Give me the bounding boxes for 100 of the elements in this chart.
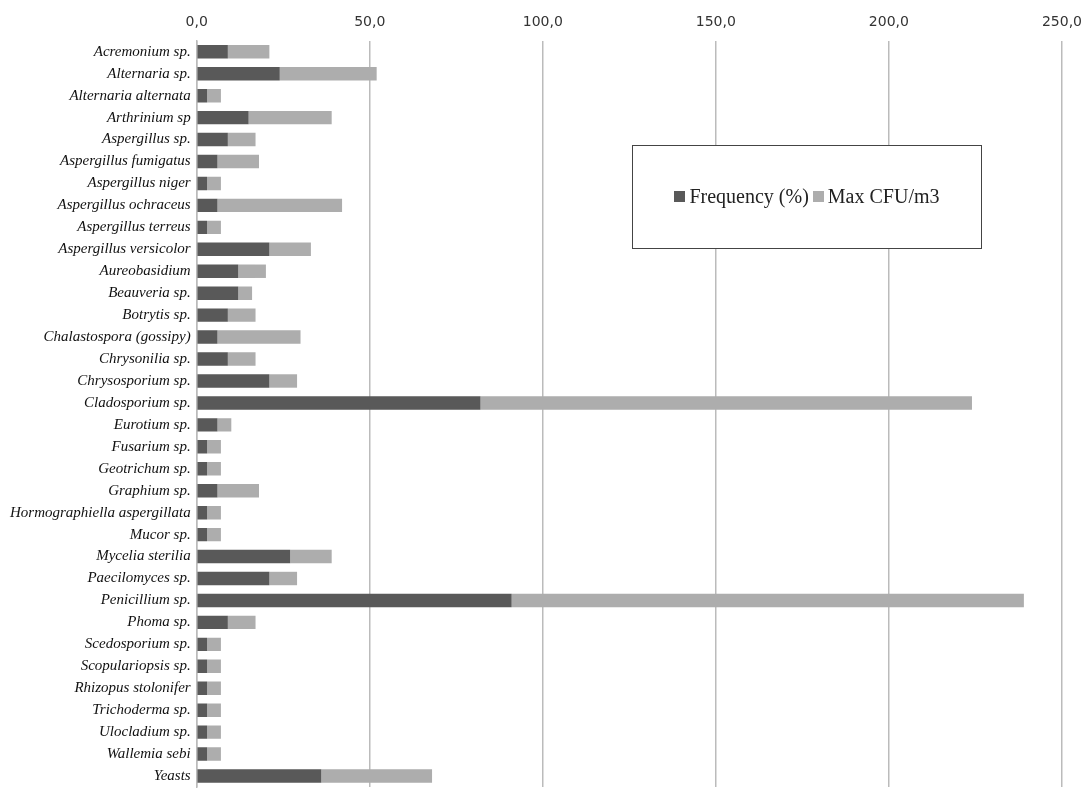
bar	[197, 527, 208, 542]
bar	[197, 330, 218, 344]
y-tick-label: Aspergillus terreus	[76, 218, 191, 235]
bar	[197, 176, 208, 191]
y-tick-label: Beauveria sp.	[108, 284, 191, 301]
y-tick-label: Ulocladium sp.	[99, 723, 191, 740]
y-tick-label: Aureobasidium	[98, 262, 191, 279]
y-tick-label: Scopulariopsis sp.	[80, 657, 191, 674]
x-tick-label: 0,0	[185, 13, 208, 30]
bar	[217, 198, 343, 213]
bar	[197, 286, 239, 300]
y-tick-label: Wallemia sebi	[106, 745, 191, 762]
y-tick-label: Chrysosporium sp.	[77, 371, 191, 388]
bar	[197, 681, 208, 695]
bar	[197, 440, 208, 454]
bar	[197, 593, 512, 608]
bar	[197, 505, 208, 520]
y-tick-label: Arthrinium sp	[105, 108, 192, 125]
y-tick-label: Chrysonilia sp.	[99, 349, 191, 366]
y-tick-label: Paecilomyces sp.	[86, 569, 191, 586]
bar	[227, 308, 256, 322]
bar	[227, 132, 256, 147]
y-tick-label: Alternaria alternata	[68, 86, 191, 103]
y-tick-label: Graphium sp.	[108, 481, 191, 498]
bar	[197, 484, 218, 498]
bar	[197, 637, 208, 652]
y-tick-label: Mycelia sterilia	[95, 547, 191, 564]
x-tick-label: 150,0	[695, 13, 736, 30]
y-tick-label: Penicillium sp.	[99, 591, 191, 608]
bar	[207, 659, 221, 674]
bar	[207, 703, 221, 717]
bar	[238, 286, 253, 300]
bar	[197, 462, 208, 476]
y-tick-label: Eurotium sp.	[112, 415, 191, 432]
bar	[197, 769, 322, 783]
bar	[197, 88, 208, 103]
bar	[227, 45, 270, 59]
x-tick-label: 250,0	[1041, 13, 1083, 30]
bar	[197, 396, 481, 410]
y-tick-label: Hormographiella aspergillata	[8, 503, 191, 520]
bar	[197, 725, 208, 739]
y-tick-label: Scedosporium sp.	[84, 635, 191, 652]
y-tick-label: Alternaria sp.	[106, 64, 191, 81]
legend-label: Frequency (%)	[689, 185, 809, 209]
bar	[197, 615, 228, 630]
y-tick-label: Cladosporium sp.	[84, 393, 191, 410]
bar	[511, 593, 1024, 608]
bar	[207, 527, 221, 542]
bar	[207, 462, 221, 476]
bar	[269, 374, 298, 388]
bar	[197, 264, 239, 278]
bar	[207, 747, 221, 761]
bar	[207, 220, 221, 235]
bar	[197, 659, 208, 674]
y-tick-label: Fusarium sp.	[110, 437, 191, 454]
bar	[197, 418, 218, 432]
y-tick-label: Botrytis sp.	[122, 306, 191, 323]
bar	[197, 747, 208, 761]
bar	[197, 374, 270, 388]
bar	[227, 615, 256, 630]
y-tick-label: Aspergillus niger	[86, 174, 191, 191]
bar	[207, 505, 221, 520]
bar	[197, 198, 218, 213]
y-tick-label: Geotrichum sp.	[98, 459, 191, 476]
bar	[197, 220, 208, 235]
y-tick-label: Aspergillus ochraceus	[56, 196, 191, 213]
bar	[197, 571, 270, 586]
bar	[238, 264, 266, 278]
x-tick-label: 200,0	[868, 13, 909, 30]
bar	[480, 396, 972, 410]
bar	[269, 571, 298, 586]
x-tick-label: 50,0	[354, 13, 386, 30]
bar	[217, 330, 301, 344]
y-tick-label: Acremonium sp.	[92, 42, 191, 59]
bar	[207, 725, 221, 739]
legend-label: Max CFU/m3	[827, 185, 940, 209]
bar	[197, 67, 280, 81]
bar	[207, 176, 221, 191]
y-tick-label: Aspergillus versicolor	[57, 240, 191, 257]
bar	[197, 45, 228, 59]
bar	[197, 242, 270, 257]
bar	[217, 484, 259, 498]
bar	[197, 703, 208, 717]
bar	[197, 308, 228, 322]
bar	[197, 352, 228, 366]
bar	[197, 549, 291, 564]
y-tick-label: Yeasts	[153, 766, 191, 783]
bar	[217, 154, 259, 169]
bar	[321, 769, 433, 783]
y-tick-label: Aspergillus sp.	[101, 130, 191, 147]
bar	[269, 242, 311, 257]
bar	[207, 681, 221, 695]
y-tick-label: Mucor sp.	[128, 525, 191, 542]
bar	[227, 352, 256, 366]
y-tick-label: Rhizopus stolonifer	[73, 679, 191, 696]
bar	[207, 637, 221, 652]
bar	[197, 110, 249, 125]
bar	[248, 110, 332, 125]
x-tick-label: 100,0	[522, 13, 563, 30]
bar	[290, 549, 332, 564]
